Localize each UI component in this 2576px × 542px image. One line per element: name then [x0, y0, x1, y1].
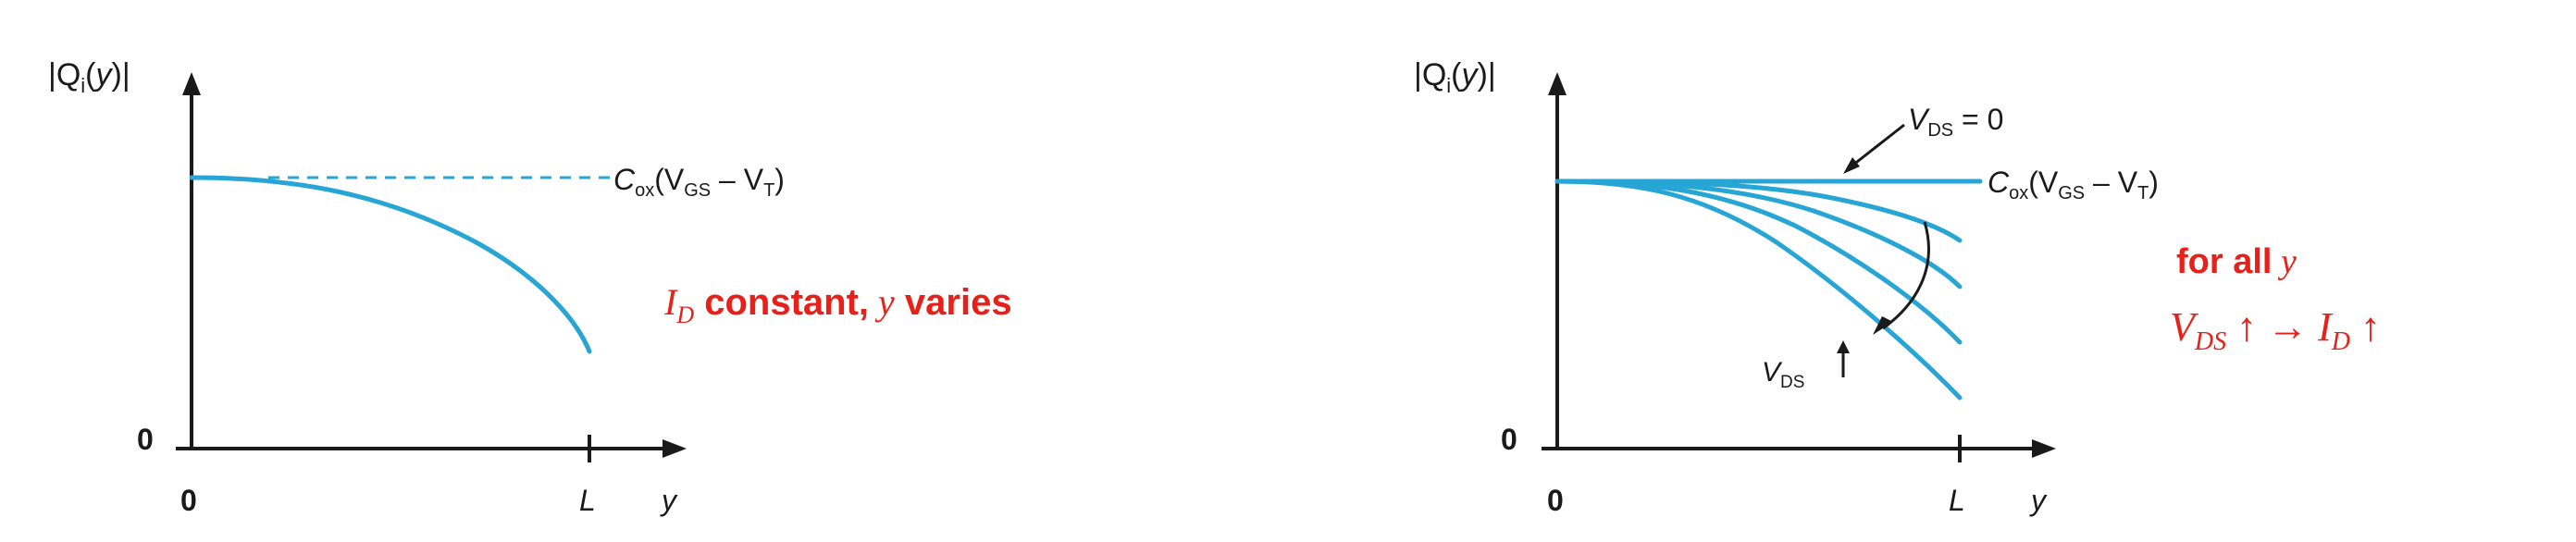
right-vds-up-label: VDS [1762, 357, 1804, 392]
right-note-line2: VDS ↑ → ID ↑ [2170, 304, 2381, 356]
right-level-label: Cox(VGS – VT) [1988, 166, 2159, 203]
left-note: ID constant, y varies [663, 281, 1012, 328]
right-curve-3 [1554, 179, 1963, 345]
left-x-end-label: L [579, 484, 596, 517]
left-x-axis-label: y [660, 484, 678, 517]
right-vds-zero-label: VDS = 0 [1908, 103, 2003, 141]
left-origin-x-label: 0 [180, 484, 197, 517]
right-curve-2 [1554, 179, 1963, 289]
right-origin-y-label: 0 [1501, 423, 1517, 456]
right-curve-4 [1554, 179, 1963, 400]
right-x-axis-arrow-icon [2032, 439, 2056, 458]
left-level-label: Cox(VGS – VT) [613, 163, 785, 201]
left-origin-y-label: 0 [137, 423, 154, 456]
right-vds-up-arrow-icon [1837, 340, 1850, 353]
right-vds-zero-pointer [1848, 123, 1905, 170]
right-origin-x-label: 0 [1547, 484, 1564, 517]
right-vds-increase-arrow [1882, 221, 1930, 330]
left-panel: |Qi(y)| 0 0 L y Cox(VGS – VT) ID constan… [48, 57, 1012, 517]
right-x-end-label: L [1949, 484, 1965, 517]
right-y-axis-arrow-icon [1548, 72, 1567, 95]
right-x-axis-label: y [2029, 484, 2048, 517]
left-y-axis-label: |Qi(y)| [48, 57, 130, 97]
right-y-axis-label: |Qi(y)| [1414, 57, 1496, 97]
left-x-axis-arrow-icon [663, 439, 687, 458]
right-vds-increase-arrow-icon [1873, 316, 1893, 335]
right-vds-zero-arrow-icon [1843, 157, 1860, 174]
right-note-line1: for all y [2176, 242, 2297, 281]
left-charge-curve [189, 175, 592, 354]
right-panel: |Qi(y)| 0 0 L y VDS = 0 Cox(VGS – VT) VD… [1414, 57, 2381, 517]
left-y-axis-arrow-icon [182, 72, 201, 95]
